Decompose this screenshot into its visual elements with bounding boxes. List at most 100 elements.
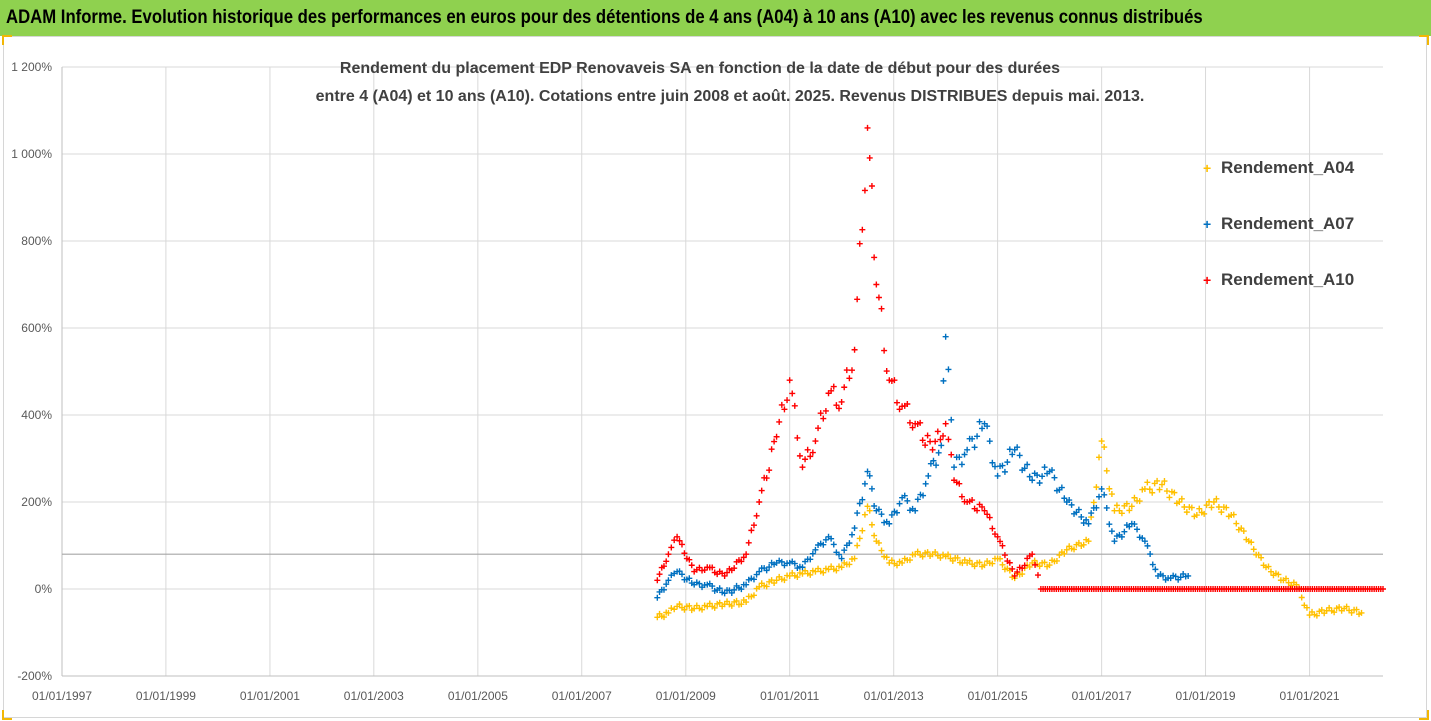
- marker-rendement-a04: [1331, 609, 1338, 616]
- marker-rendement-a07: [728, 589, 735, 596]
- marker-rendement-a07: [1111, 538, 1118, 545]
- marker-rendement-a10: [969, 497, 976, 504]
- marker-rendement-a04: [820, 569, 827, 576]
- marker-rendement-a10: [906, 419, 913, 426]
- marker-rendement-a04: [954, 554, 961, 561]
- y-tick-label: 800%: [21, 234, 52, 248]
- marker-rendement-a07: [820, 541, 827, 548]
- marker-rendement-a10: [1032, 561, 1039, 568]
- marker-rendement-a04: [1240, 528, 1247, 535]
- marker-rendement-a04: [1128, 503, 1135, 510]
- marker-rendement-a07: [999, 462, 1006, 469]
- marker-rendement-a07: [856, 500, 863, 507]
- marker-rendement-a10: [994, 533, 1001, 540]
- marker-rendement-a07: [1134, 526, 1141, 533]
- marker-rendement-a10: [1011, 572, 1018, 579]
- marker-rendement-a10: [878, 305, 885, 312]
- marker-rendement-a10: [688, 562, 695, 569]
- marker-rendement-a04: [686, 602, 693, 609]
- marker-rendement-a07: [1096, 493, 1103, 500]
- marker-rendement-a07: [976, 418, 983, 425]
- marker-rendement-a04: [854, 542, 861, 549]
- marker-rendement-a10: [709, 564, 716, 571]
- marker-rendement-a04: [807, 571, 814, 578]
- marker-rendement-a10: [784, 397, 791, 404]
- marker-rendement-a10: [856, 240, 863, 247]
- marker-rendement-a04: [1267, 568, 1274, 575]
- marker-rendement-a07: [868, 485, 875, 492]
- marker-rendement-a07: [1177, 574, 1184, 581]
- frame-corner-handle[interactable]: [1419, 710, 1429, 720]
- marker-rendement-a07: [791, 560, 798, 567]
- marker-rendement-a04: [1136, 498, 1143, 505]
- marker-rendement-a10: [866, 154, 873, 161]
- marker-rendement-a04: [875, 539, 882, 546]
- marker-rendement-a10: [686, 556, 693, 563]
- marker-rendement-a10: [809, 449, 816, 456]
- marker-rendement-a04: [1080, 541, 1087, 548]
- marker-rendement-a10: [1001, 552, 1008, 559]
- marker-rendement-a10: [768, 446, 775, 453]
- marker-rendement-a10: [833, 402, 840, 409]
- marker-rendement-a04: [1071, 546, 1078, 553]
- marker-rendement-a07: [1004, 459, 1011, 466]
- marker-rendement-a10: [997, 538, 1004, 545]
- marker-rendement-a04: [997, 555, 1004, 562]
- marker-rendement-a04: [1090, 499, 1097, 506]
- x-tick-label: 01/01/2021: [1280, 689, 1340, 703]
- frame-corner-handle[interactable]: [2, 710, 12, 720]
- marker-rendement-a10: [989, 525, 996, 532]
- marker-rendement-a10: [654, 577, 661, 584]
- marker-rendement-a07: [994, 472, 1001, 479]
- marker-rendement-a10: [724, 569, 731, 576]
- marker-rendement-a04: [878, 547, 885, 554]
- marker-rendement-a07: [961, 451, 968, 458]
- marker-rendement-a04: [981, 562, 988, 569]
- marker-rendement-a07: [859, 496, 866, 503]
- marker-rendement-a10: [830, 383, 837, 390]
- marker-rendement-a07: [1034, 472, 1041, 479]
- marker-rendement-a04: [1223, 504, 1230, 511]
- marker-rendement-a04: [773, 577, 780, 584]
- marker-rendement-a04: [671, 606, 678, 613]
- marker-rendement-a04: [945, 551, 952, 558]
- marker-rendement-a10: [763, 475, 770, 482]
- marker-rendement-a10: [758, 487, 765, 494]
- marker-rendement-a04: [866, 507, 873, 514]
- marker-rendement-a10: [1006, 559, 1013, 566]
- marker-rendement-a10: [917, 419, 924, 426]
- legend-item: + Rendement_A07: [1203, 196, 1354, 252]
- marker-rendement-a04: [976, 559, 983, 566]
- marker-rendement-a07: [1024, 461, 1031, 468]
- marker-rendement-a07: [854, 510, 861, 517]
- marker-rendement-a10: [802, 456, 809, 463]
- marker-rendement-a07: [1149, 561, 1156, 568]
- marker-rendement-a04: [724, 598, 731, 605]
- marker-rendement-a07: [1029, 477, 1036, 484]
- marker-rendement-a04: [1313, 612, 1320, 619]
- marker-rendement-a07: [1085, 520, 1092, 527]
- frame-corner-handle[interactable]: [1419, 35, 1429, 45]
- marker-rendement-a10: [807, 453, 814, 460]
- marker-rendement-a04: [825, 566, 832, 573]
- marker-rendement-a10: [1009, 565, 1016, 572]
- marker-rendement-a10: [660, 563, 667, 570]
- marker-rendement-a07: [945, 366, 952, 373]
- marker-rendement-a04: [906, 557, 913, 564]
- marker-rendement-a07: [830, 541, 837, 548]
- marker-rendement-a07: [893, 509, 900, 516]
- marker-rendement-a04: [1053, 557, 1060, 564]
- frame-corner-handle[interactable]: [2, 35, 12, 45]
- marker-rendement-a07: [1021, 465, 1028, 472]
- marker-rendement-a04: [1026, 563, 1033, 570]
- chart-title-line2: entre 4 (A04) et 10 ans (A10). Cotations…: [315, 88, 1145, 105]
- marker-rendement-a04: [1248, 539, 1255, 546]
- marker-rendement-a10: [836, 405, 843, 412]
- marker-rendement-a07: [1075, 506, 1082, 513]
- marker-rendement-a04: [676, 601, 683, 608]
- marker-rendement-a07: [1103, 504, 1110, 511]
- marker-rendement-a04: [1103, 467, 1110, 474]
- marker-rendement-a07: [974, 433, 981, 440]
- marker-rendement-a04: [919, 553, 926, 560]
